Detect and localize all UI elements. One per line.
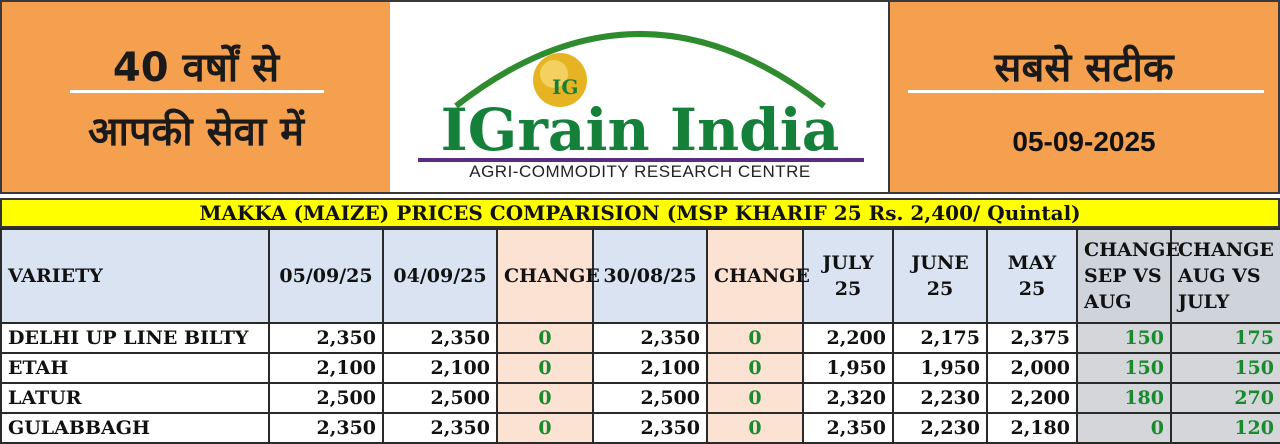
price-cell: 2,100 xyxy=(592,352,708,384)
header-row: VARIETY 05/09/25 04/09/25 CHANGE 30/08/2… xyxy=(0,228,1280,324)
logo-wordmark: IGrain India xyxy=(440,96,840,164)
price-cell: 2,350 xyxy=(268,412,384,444)
price-cell: 2,200 xyxy=(986,382,1078,414)
table-row: GULABBAGH 2,350 2,350 0 2,350 0 2,350 2,… xyxy=(0,412,1280,444)
accuracy-tagline: सबसे सटीक xyxy=(994,45,1174,91)
maize-price-table: VARIETY 05/09/25 04/09/25 CHANGE 30/08/2… xyxy=(0,228,1280,444)
change-cell: 270 xyxy=(1170,382,1280,414)
column-header-june: JUNE 25 xyxy=(892,228,988,324)
change-cell: 180 xyxy=(1076,382,1172,414)
variety-cell: ETAH xyxy=(0,352,270,384)
change-cell: 120 xyxy=(1170,412,1280,444)
price-cell: 2,230 xyxy=(892,382,988,414)
change-cell: 175 xyxy=(1170,322,1280,354)
column-header-date-3: 30/08/25 xyxy=(592,228,708,324)
column-header-may: MAY 25 xyxy=(986,228,1078,324)
price-cell: 2,350 xyxy=(382,412,498,444)
date-underline xyxy=(908,90,1264,93)
change-cell: 0 xyxy=(496,352,594,384)
table-row: ETAH 2,100 2,100 0 2,100 0 1,950 1,950 2… xyxy=(0,352,1280,384)
column-header-change-sep-aug: CHANGE SEP VS AUG xyxy=(1076,228,1180,324)
column-header-change-aug-july: CHANGE AUG VS JULY xyxy=(1170,228,1280,324)
change-cell: 150 xyxy=(1076,352,1172,384)
variety-cell: LATUR xyxy=(0,382,270,414)
change-cell: 0 xyxy=(706,382,804,414)
logo-arc xyxy=(454,31,826,109)
price-cell: 2,000 xyxy=(986,352,1078,384)
change-cell: 0 xyxy=(706,322,804,354)
change-cell: 0 xyxy=(706,412,804,444)
table-row: DELHI UP LINE BILTY 2,350 2,350 0 2,350 … xyxy=(0,322,1280,354)
logo-divider xyxy=(418,158,864,162)
price-cell: 2,320 xyxy=(802,382,894,414)
logo-panel: IG IGrain India AGRI-COMMODITY RESEARCH … xyxy=(390,0,890,194)
price-cell: 2,500 xyxy=(268,382,384,414)
variety-cell: GULABBAGH xyxy=(0,412,270,444)
price-cell: 2,350 xyxy=(592,322,708,354)
change-cell: 0 xyxy=(1076,412,1172,444)
column-header-july: JULY 25 xyxy=(802,228,894,324)
tagline-underline xyxy=(70,90,324,93)
change-cell: 0 xyxy=(496,382,594,414)
price-cell: 2,230 xyxy=(892,412,988,444)
change-cell: 0 xyxy=(496,412,594,444)
price-cell: 2,100 xyxy=(268,352,384,384)
logo-emblem-text: IG xyxy=(552,75,578,99)
change-cell: 0 xyxy=(706,352,804,384)
price-cell: 2,175 xyxy=(892,322,988,354)
price-cell: 2,350 xyxy=(268,322,384,354)
column-header-change-2: CHANGE xyxy=(706,228,810,324)
table-title: MAKKA (MAIZE) PRICES COMPARISION (MSP KH… xyxy=(0,198,1280,228)
logo-subtitle: AGRI-COMMODITY RESEARCH CENTRE xyxy=(469,162,811,181)
price-cell: 1,950 xyxy=(802,352,894,384)
price-cell: 2,350 xyxy=(592,412,708,444)
price-cell: 2,375 xyxy=(986,322,1078,354)
column-header-date-2: 04/09/25 xyxy=(382,228,498,324)
change-cell: 0 xyxy=(496,322,594,354)
tagline-line-2: आपकी सेवा में xyxy=(87,109,305,155)
price-cell: 2,500 xyxy=(592,382,708,414)
tagline-line-1: 40 वर्षों से xyxy=(112,45,280,91)
change-cell: 150 xyxy=(1076,322,1172,354)
column-header-change-1: CHANGE xyxy=(496,228,600,324)
variety-cell: DELHI UP LINE BILTY xyxy=(0,322,270,354)
price-cell: 2,500 xyxy=(382,382,498,414)
column-header-variety: VARIETY xyxy=(0,228,270,324)
price-cell: 2,100 xyxy=(382,352,498,384)
table-row: LATUR 2,500 2,500 0 2,500 0 2,320 2,230 … xyxy=(0,382,1280,414)
price-cell: 1,950 xyxy=(892,352,988,384)
change-cell: 150 xyxy=(1170,352,1280,384)
tagline-panel: 40 वर्षों से आपकी सेवा में xyxy=(0,0,392,194)
price-cell: 2,350 xyxy=(382,322,498,354)
logo-arc-graphic: IG xyxy=(454,31,826,109)
report-date: 05-09-2025 xyxy=(1012,126,1156,157)
price-cell: 2,180 xyxy=(986,412,1078,444)
date-panel: सबसे सटीक 05-09-2025 xyxy=(888,0,1280,194)
price-cell: 2,350 xyxy=(802,412,894,444)
price-cell: 2,200 xyxy=(802,322,894,354)
header-banner: 40 वर्षों से आपकी सेवा में IG IGrain Ind… xyxy=(0,0,1280,196)
column-header-date-1: 05/09/25 xyxy=(268,228,384,324)
